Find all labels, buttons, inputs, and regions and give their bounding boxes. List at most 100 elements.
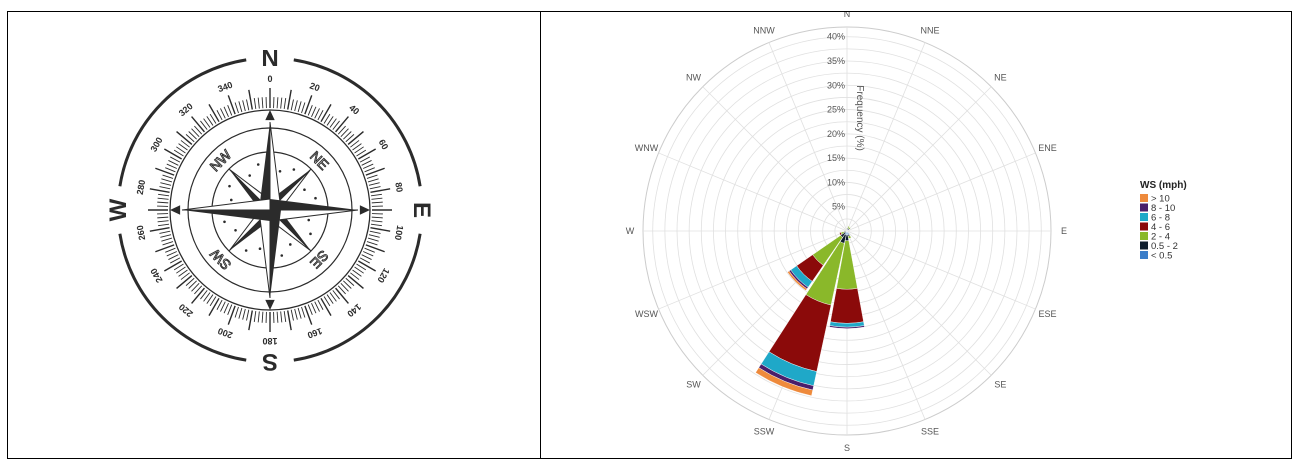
degree-tick (194, 125, 203, 135)
degree-tick (290, 99, 294, 111)
degree-tick (158, 193, 170, 197)
angular-gridline (702, 86, 848, 232)
decor-dot (223, 220, 226, 224)
degree-tick (176, 131, 193, 145)
windrose-bar (839, 232, 842, 236)
degree-tick (326, 116, 334, 126)
degree-tick (253, 310, 257, 322)
degree-tick (180, 140, 190, 148)
degree-tick (323, 296, 331, 307)
degree-tick (311, 302, 317, 314)
degree-label: 200 (216, 326, 234, 341)
windrose-bar (755, 367, 813, 397)
degree-tick (362, 163, 374, 169)
degree-tick (216, 299, 223, 310)
degree-tick (345, 277, 355, 286)
wind-rose-chart: N NNE NE ENE E ESE SE SSE S SSW SW WSW W WNW NW NNW 5% 10… (626, 12, 1187, 453)
degree-tick (242, 100, 246, 112)
degree-label: 260 (135, 224, 147, 241)
degree-tick (366, 174, 378, 179)
direction-tick-label: NE (994, 73, 1007, 83)
degree-tick (283, 98, 287, 110)
degree-tick (149, 188, 170, 193)
degree-label: 100 (393, 224, 405, 241)
degree-tick (294, 308, 298, 320)
cardinal-label: N (261, 50, 278, 72)
degree-tick (323, 113, 331, 124)
degree-tick (176, 266, 186, 274)
degree-label: 180 (262, 336, 277, 346)
degree-tick (170, 156, 181, 163)
degree-tick (253, 98, 257, 110)
degree-tick (220, 301, 226, 312)
degree-tick (261, 311, 264, 323)
degree-tick (248, 310, 253, 331)
degree-tick (206, 116, 214, 126)
degree-tick (307, 105, 313, 116)
radial-tick-label: 30% (827, 80, 845, 90)
degree-tick (163, 260, 183, 272)
degree-tick (297, 101, 302, 113)
direction-tick-label: SW (686, 379, 701, 389)
degree-tick (165, 167, 176, 173)
radial-tick-label: 25% (827, 105, 845, 115)
degree-tick (371, 220, 383, 223)
degree-label: 300 (148, 135, 164, 153)
degree-tick (176, 146, 186, 154)
direction-tick-label: ENE (1038, 143, 1057, 153)
radial-tick-label: 35% (827, 56, 845, 66)
degree-tick (352, 143, 362, 151)
degree-tick (350, 272, 360, 280)
decor-dot (228, 184, 231, 188)
degree-tick (155, 167, 175, 176)
degree-tick (314, 301, 320, 312)
degree-tick (343, 131, 352, 140)
degree-tick (165, 247, 176, 253)
tick-marker (265, 299, 275, 310)
degree-tick (369, 230, 381, 234)
degree-tick (185, 277, 195, 286)
direction-tick-label: NNE (921, 26, 940, 36)
legend-label: 8 - 10 (1151, 203, 1175, 214)
degree-tick (287, 89, 292, 110)
degree-tick (304, 95, 313, 115)
tick-marker (170, 205, 181, 215)
degree-tick (166, 163, 178, 169)
radial-tick-label: 40% (827, 32, 845, 42)
decor-dot (307, 218, 311, 222)
windrose-bar (843, 230, 846, 232)
degree-tick (359, 257, 370, 264)
decor-dot (292, 168, 296, 171)
degree-tick (238, 307, 243, 319)
legend-swatch (1140, 241, 1148, 250)
degree-tick (180, 272, 190, 280)
legend-swatch (1140, 203, 1148, 212)
degree-tick (208, 103, 220, 123)
degree-label: 120 (375, 266, 391, 284)
degree-tick (209, 296, 217, 307)
decor-dot (280, 254, 284, 257)
degree-tick (216, 110, 223, 121)
direction-tick-label: ESE (1038, 309, 1056, 319)
degree-tick (332, 120, 340, 130)
degree-tick (317, 299, 324, 310)
degree-tick (238, 101, 243, 113)
degree-tick (366, 241, 378, 246)
radial-tick-label: 10% (827, 177, 845, 187)
degree-tick (307, 304, 313, 315)
decor-dot (248, 174, 251, 177)
degree-tick (370, 223, 382, 227)
degree-tick (178, 143, 188, 151)
compass-star-major (182, 210, 270, 221)
angular-gridline (658, 230, 848, 310)
compass-star-major (269, 209, 359, 222)
degree-tick (357, 260, 377, 272)
degree-tick (248, 89, 253, 110)
cardinal-label: E (408, 202, 435, 218)
degree-tick (356, 149, 367, 157)
decor-dot (234, 229, 237, 232)
degree-tick (287, 310, 292, 331)
degree-tick (203, 118, 211, 128)
degree-tick (191, 116, 205, 133)
decor-dot (256, 163, 260, 166)
